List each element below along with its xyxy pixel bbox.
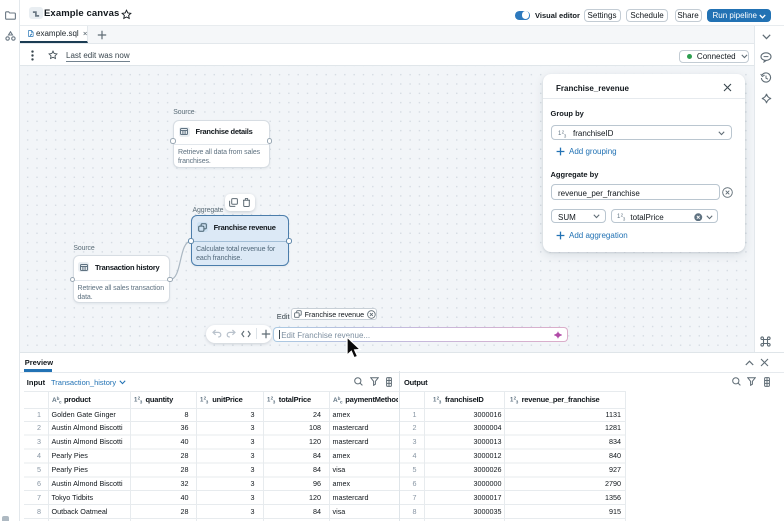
- svg-text:1: 1: [134, 397, 138, 403]
- svg-text:1: 1: [617, 214, 621, 220]
- svg-text:1: 1: [433, 397, 437, 403]
- svg-text:3: 3: [139, 399, 142, 404]
- svg-text:2: 2: [513, 395, 516, 400]
- svg-text:1: 1: [558, 131, 562, 137]
- svg-text:2: 2: [270, 395, 273, 400]
- svg-text:1: 1: [267, 397, 271, 403]
- svg-text:c: c: [340, 399, 343, 404]
- svg-text:1: 1: [510, 397, 514, 403]
- svg-text:3: 3: [623, 217, 626, 222]
- svg-text:b: b: [338, 396, 341, 401]
- svg-text:2: 2: [562, 129, 565, 134]
- svg-text:3: 3: [439, 399, 442, 404]
- svg-text:2: 2: [621, 213, 624, 218]
- svg-text:3: 3: [564, 133, 567, 138]
- svg-text:3: 3: [515, 399, 518, 404]
- svg-text:b: b: [57, 396, 60, 401]
- svg-text:A: A: [333, 397, 338, 404]
- svg-text:2: 2: [437, 395, 440, 400]
- svg-text:A: A: [52, 397, 57, 404]
- svg-text:1: 1: [200, 397, 204, 403]
- svg-text:3: 3: [273, 399, 276, 404]
- svg-text:2: 2: [204, 395, 207, 400]
- svg-text:3: 3: [206, 399, 209, 404]
- svg-text:c: c: [59, 399, 62, 404]
- svg-text:2: 2: [137, 395, 140, 400]
